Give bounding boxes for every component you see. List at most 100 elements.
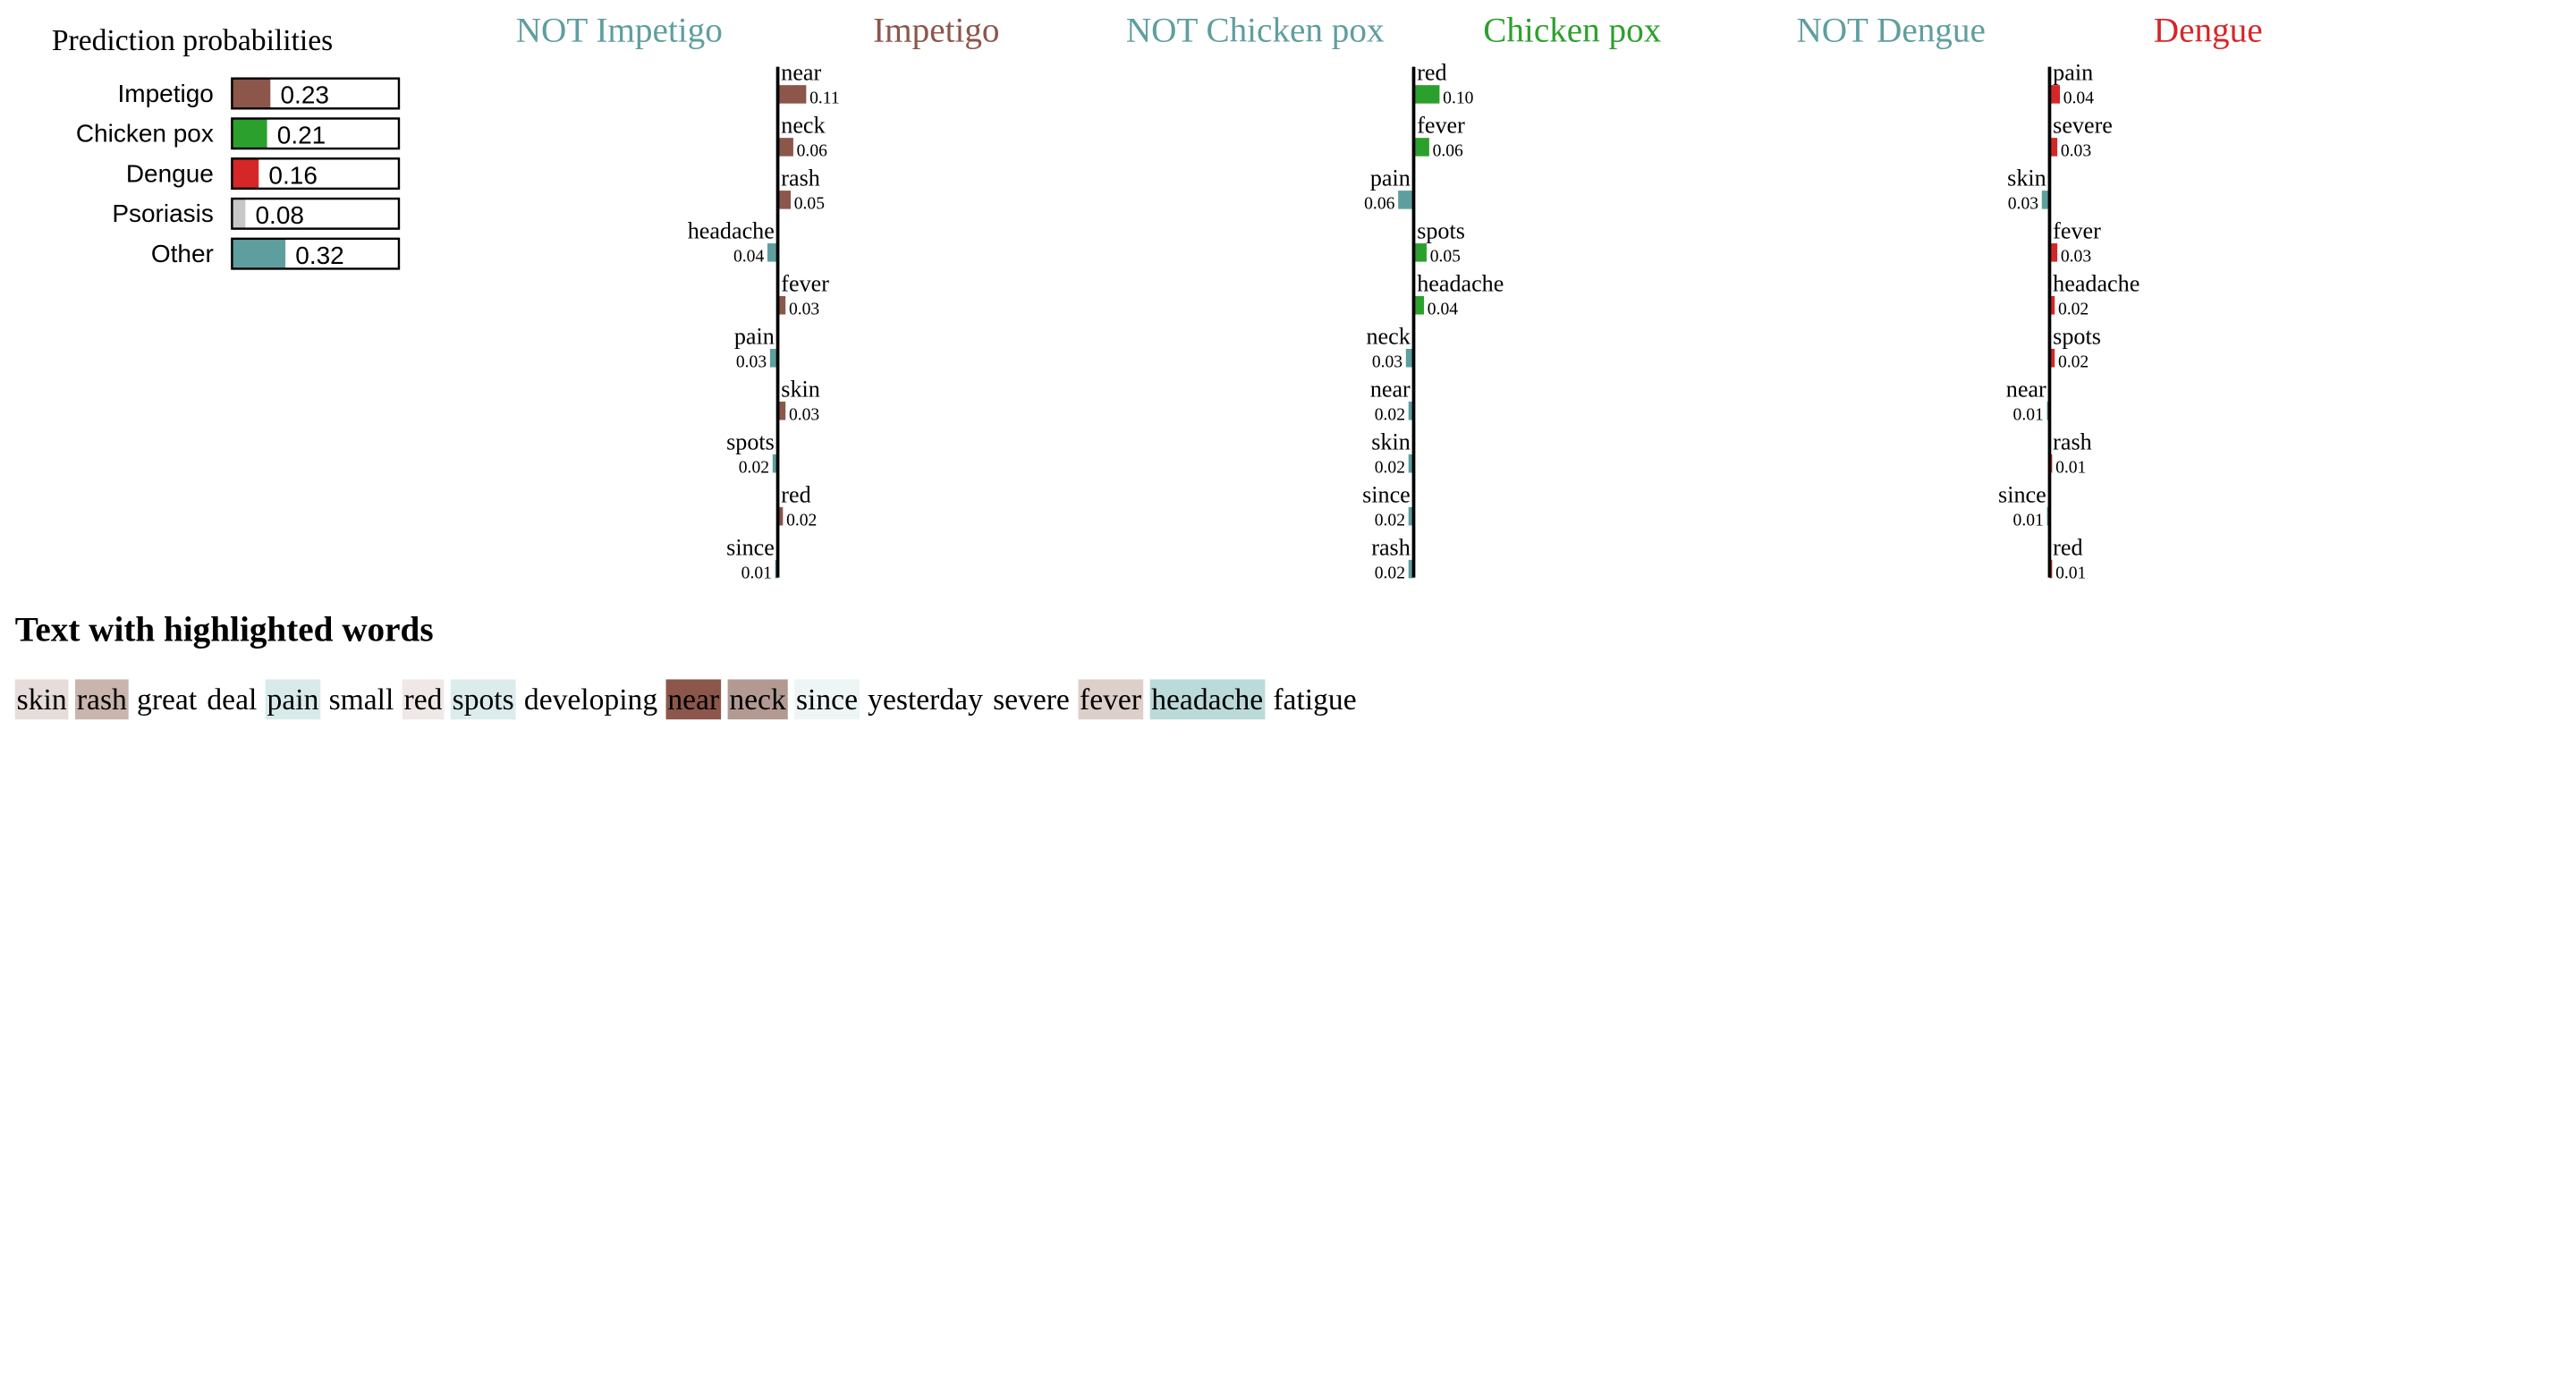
word-weight-value: 0.02	[1375, 405, 1405, 424]
highlighted-word: headache	[1149, 679, 1266, 720]
word-label: spots	[2053, 323, 2101, 349]
highlighted-word: yesterday	[868, 683, 983, 717]
highlighted-word: fever	[1078, 679, 1143, 720]
highlighted-word: near	[665, 679, 722, 720]
word-weight-bar	[777, 296, 786, 315]
word-weight-value: 0.02	[739, 458, 769, 477]
class-label-positive: Dengue	[2154, 12, 2263, 50]
probability-bar-frame	[231, 237, 401, 270]
word-weight-value: 0.01	[2013, 405, 2044, 424]
word-weight-bar	[2049, 85, 2061, 104]
probability-label: Dengue	[126, 159, 214, 187]
word-weight-value: 0.02	[1375, 458, 1405, 477]
word-weight-value: 0.06	[1433, 142, 1463, 161]
probability-value: 0.32	[295, 242, 343, 269]
word-label: fever	[1417, 113, 1465, 139]
highlighted-word: neck	[727, 679, 788, 720]
word-weight-value: 0.04	[733, 248, 764, 267]
word-weight-value: 0.03	[2061, 248, 2091, 267]
word-weight-bar	[2049, 243, 2058, 262]
word-label: neck	[781, 113, 826, 139]
word-label: red	[1417, 60, 1446, 86]
word-label: fever	[2053, 217, 2101, 243]
word-label: red	[2053, 534, 2082, 560]
probability-value: 0.08	[255, 201, 303, 229]
probability-value: 0.21	[277, 121, 326, 148]
probability-bar-frame	[231, 157, 401, 191]
word-weight-value: 0.03	[2061, 142, 2091, 161]
word-label: skin	[2007, 165, 2046, 191]
word-label: since	[1998, 481, 2046, 507]
highlighted-word: red	[402, 679, 445, 720]
probability-label: Psoriasis	[112, 199, 214, 227]
word-weight-bar	[772, 454, 778, 473]
probability-bar	[232, 118, 267, 149]
word-weight-bar	[2041, 191, 2050, 209]
word-weight-value: 0.06	[797, 142, 827, 161]
class-label-positive: Impetigo	[873, 12, 999, 50]
word-weight-bar	[1408, 401, 1414, 420]
word-weight-bar	[777, 506, 784, 526]
word-weight-bar	[1413, 296, 1425, 315]
word-label: severe	[2053, 113, 2113, 139]
word-weight-bar	[767, 243, 778, 262]
word-weight-value: 0.03	[2008, 195, 2038, 214]
probability-bar-frame	[231, 197, 401, 230]
word-label: headache	[2053, 270, 2140, 296]
word-weight-bar	[2049, 138, 2058, 157]
word-weight-value: 0.06	[1364, 195, 1394, 214]
word-label: near	[781, 60, 821, 86]
word-weight-bar	[1413, 138, 1429, 157]
word-weight-value: 0.03	[789, 405, 819, 424]
highlighted-word: since	[794, 679, 860, 720]
probability-value: 0.23	[280, 81, 328, 109]
probability-label: Other	[151, 240, 214, 267]
word-weight-value: 0.03	[789, 301, 819, 319]
word-weight-bar	[1408, 559, 1414, 579]
word-weight-value: 0.02	[2058, 353, 2089, 372]
word-label: rash	[2053, 428, 2092, 454]
highlighted-word: great	[137, 683, 198, 717]
word-weight-bar	[777, 85, 807, 104]
word-label: pain	[1370, 165, 1411, 191]
probability-bar	[232, 199, 246, 229]
class-label-negative: NOT Chicken pox	[1126, 12, 1385, 50]
highlighted-text: skin rash great deal pain small red spots develo…	[14, 679, 1365, 720]
word-weight-bar	[777, 401, 786, 420]
probability-bar-frame	[231, 77, 401, 110]
word-weight-bar	[777, 138, 793, 157]
word-weight-value: 0.03	[1372, 353, 1402, 372]
word-label: headache	[688, 217, 775, 243]
word-label: red	[781, 481, 810, 507]
highlighted-word: small	[328, 683, 394, 717]
probability-bar	[232, 78, 271, 109]
word-weight-value: 0.11	[809, 89, 840, 108]
word-label: pain	[2053, 60, 2093, 86]
word-weight-bar	[1408, 506, 1414, 526]
word-label: spots	[1417, 217, 1465, 243]
word-weight-bar	[1398, 191, 1414, 209]
word-label: since	[1362, 481, 1411, 507]
highlighted-word: pain	[265, 679, 321, 720]
class-label-negative: NOT Impetigo	[516, 12, 723, 50]
word-label: near	[1370, 376, 1411, 402]
word-weight-bar	[2049, 348, 2055, 368]
word-weight-value: 0.05	[1430, 248, 1461, 267]
word-weight-bar	[1413, 85, 1440, 104]
word-label: skin	[781, 376, 820, 402]
highlighted-word: spots	[450, 679, 516, 720]
word-weight-value: 0.01	[2055, 458, 2086, 477]
word-weight-value: 0.03	[736, 353, 767, 372]
prediction-probabilities-chart: Impetigo 0.23 Chicken pox 0.21 Dengue 0.16 Pso…	[76, 77, 401, 270]
word-weight-bar	[2049, 296, 2055, 315]
word-weight-bar	[1405, 348, 1414, 368]
word-label: rash	[1371, 534, 1411, 560]
word-weight-value: 0.02	[2058, 301, 2089, 319]
word-weight-value: 0.05	[794, 195, 825, 214]
word-label: near	[2006, 376, 2046, 402]
word-weight-value: 0.10	[1443, 89, 1473, 108]
probability-label: Impetigo	[118, 80, 214, 107]
word-label: since	[726, 534, 775, 560]
word-weight-value: 0.02	[786, 511, 817, 530]
